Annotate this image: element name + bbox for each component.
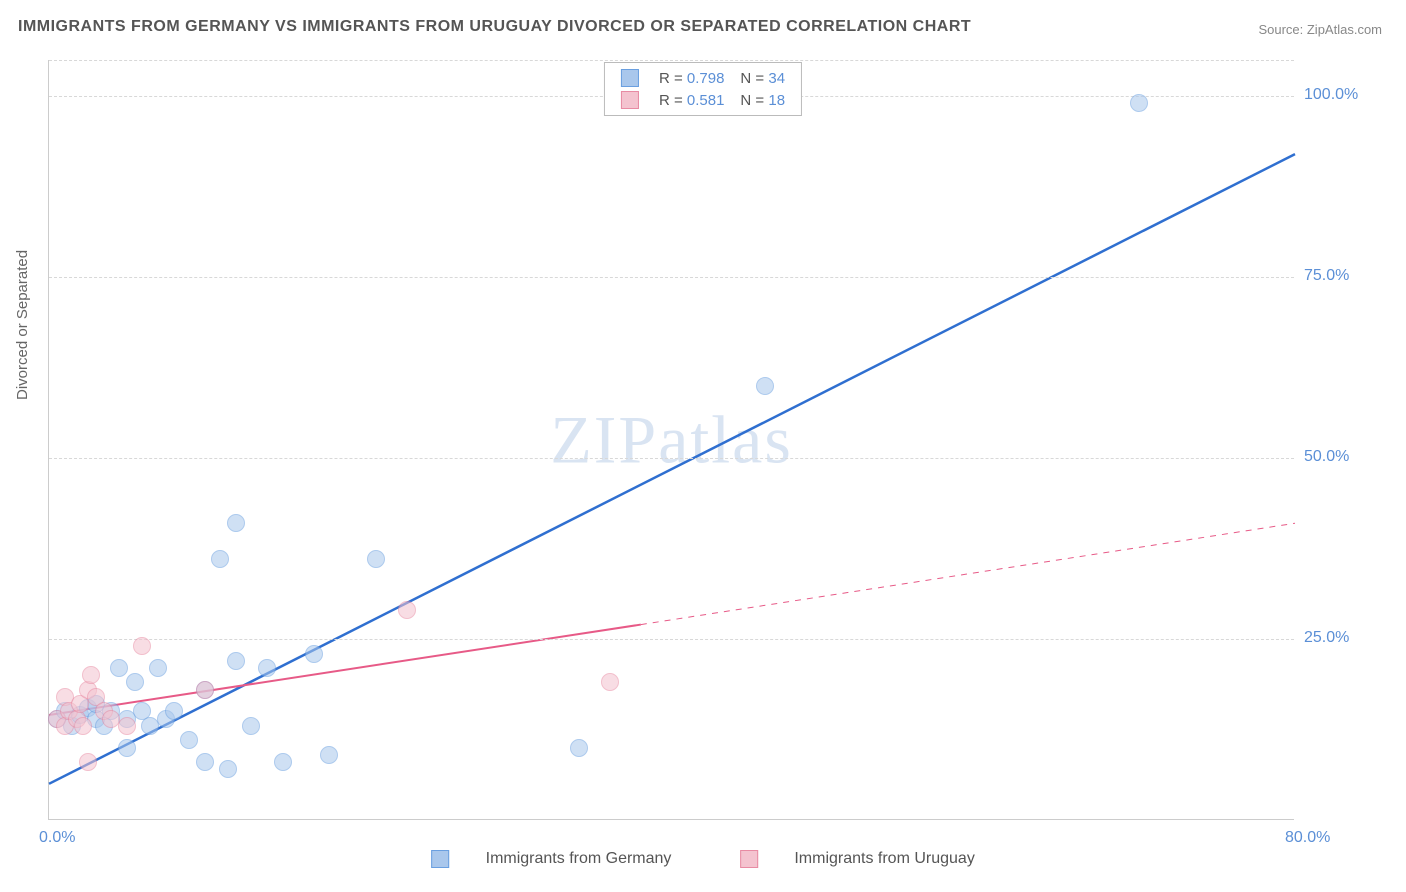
n-label: N = — [740, 92, 764, 109]
r-value-uruguay: 0.581 — [687, 92, 725, 109]
series-legend: Immigrants from Germany Immigrants from … — [399, 850, 1007, 868]
legend-label-uruguay: Immigrants from Uruguay — [794, 850, 975, 867]
chart-plot-area: ZIPatlas 25.0%50.0%75.0%100.0%0.0%80.0% — [48, 60, 1294, 820]
data-point — [367, 550, 385, 568]
y-tick-label: 50.0% — [1304, 448, 1384, 466]
data-point — [118, 717, 136, 735]
data-point — [149, 659, 167, 677]
y-tick-label: 75.0% — [1304, 267, 1384, 285]
n-value-uruguay: 18 — [768, 92, 785, 109]
data-point — [227, 652, 245, 670]
data-point — [126, 673, 144, 691]
swatch-uruguay — [621, 91, 639, 109]
data-point — [1130, 94, 1148, 112]
data-point — [82, 666, 100, 684]
swatch-uruguay-bottom — [740, 850, 758, 868]
data-point — [274, 753, 292, 771]
data-point — [258, 659, 276, 677]
data-point — [118, 739, 136, 757]
swatch-germany-bottom — [431, 850, 449, 868]
n-label: N = — [740, 70, 764, 87]
r-label: R = — [659, 92, 683, 109]
legend-item-germany: Immigrants from Germany — [415, 850, 687, 867]
data-point — [219, 760, 237, 778]
grid-line — [49, 60, 1294, 61]
swatch-germany — [621, 69, 639, 87]
data-point — [320, 746, 338, 764]
data-point — [305, 645, 323, 663]
data-point — [227, 514, 245, 532]
grid-line — [49, 639, 1294, 640]
legend-label-germany: Immigrants from Germany — [486, 850, 672, 867]
n-value-germany: 34 — [768, 70, 785, 87]
grid-line — [49, 458, 1294, 459]
data-point — [242, 717, 260, 735]
legend-row-uruguay: R = 0.581 N = 18 — [613, 89, 793, 111]
r-value-germany: 0.798 — [687, 70, 725, 87]
legend-row-germany: R = 0.798 N = 34 — [613, 67, 793, 89]
grid-line — [49, 277, 1294, 278]
data-point — [601, 673, 619, 691]
data-point — [79, 753, 97, 771]
y-tick-label: 100.0% — [1304, 86, 1384, 104]
r-label: R = — [659, 70, 683, 87]
data-point — [110, 659, 128, 677]
y-tick-label: 25.0% — [1304, 629, 1384, 647]
data-point — [165, 702, 183, 720]
data-point — [211, 550, 229, 568]
data-point — [756, 377, 774, 395]
trend-lines-layer — [49, 60, 1294, 819]
data-point — [180, 731, 198, 749]
y-axis-label: Divorced or Separated — [14, 250, 31, 400]
data-point — [133, 637, 151, 655]
x-tick-label: 0.0% — [39, 829, 75, 847]
x-tick-label: 80.0% — [1285, 829, 1330, 847]
trend-line — [49, 154, 1295, 784]
data-point — [196, 681, 214, 699]
correlation-legend: R = 0.798 N = 34 R = 0.581 N = 18 — [604, 62, 802, 116]
data-point — [196, 753, 214, 771]
trend-line — [641, 523, 1295, 624]
data-point — [398, 601, 416, 619]
data-point — [74, 717, 92, 735]
source-attribution: Source: ZipAtlas.com — [1258, 22, 1382, 37]
chart-title: IMMIGRANTS FROM GERMANY VS IMMIGRANTS FR… — [18, 18, 971, 36]
legend-item-uruguay: Immigrants from Uruguay — [724, 850, 991, 867]
data-point — [570, 739, 588, 757]
